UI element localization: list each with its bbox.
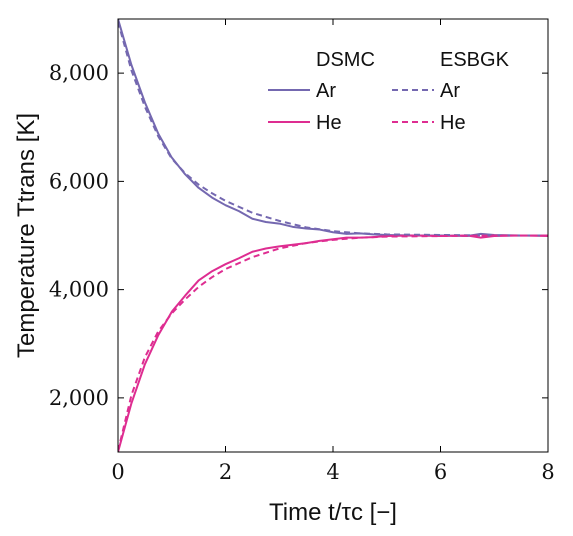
- x-tick-label: 8: [541, 460, 554, 484]
- legend-label-dsmc-ar: Ar: [316, 80, 336, 102]
- x-axis-label: Time t/τc [−]: [269, 499, 397, 526]
- legend-header-esbgk: ESBGK: [440, 49, 510, 71]
- series-line-dsmc-he: [118, 234, 548, 452]
- y-tick-label: 4,000: [49, 278, 109, 302]
- y-tick-label: 8,000: [49, 61, 109, 85]
- series-line-esbgk-he: [118, 234, 548, 452]
- y-axis-label: Temperature Ttrans [K]: [13, 113, 40, 358]
- axis-labels: Time t/τc [−] Temperature Ttrans [K]: [13, 113, 397, 526]
- x-tick-label: 0: [111, 460, 124, 484]
- plot-area: [118, 19, 548, 452]
- series-line-esbgk-ar: [118, 21, 548, 237]
- x-tick-label: 4: [326, 460, 339, 484]
- legend-label-dsmc-he: He: [316, 112, 342, 134]
- y-tick-label: 6,000: [49, 169, 109, 193]
- x-tick-label: 6: [434, 460, 447, 484]
- axes: 0 2 4 6 8 2,000 4,000 6,000 8,000: [49, 18, 555, 484]
- legend-label-esbgk-ar: Ar: [440, 80, 460, 102]
- y-tick-label: 2,000: [49, 386, 109, 410]
- x-tick-label: 2: [219, 460, 232, 484]
- legend-header-dsmc: DSMC: [316, 49, 375, 71]
- legend-label-esbgk-he: He: [440, 112, 466, 134]
- legend: DSMC Ar He ESBGK Ar He: [268, 49, 510, 134]
